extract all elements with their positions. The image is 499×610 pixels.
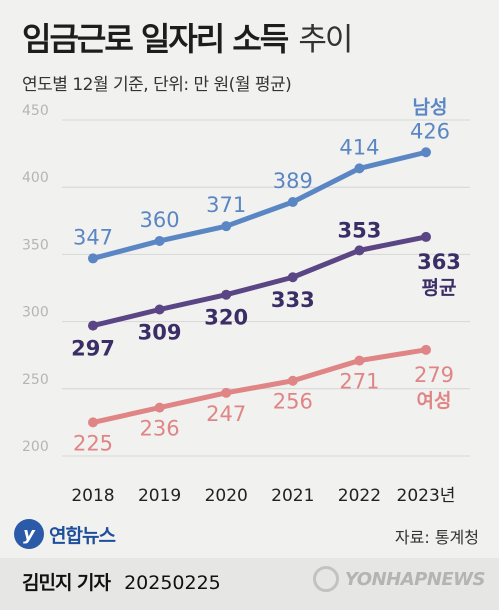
data-label: 426 bbox=[410, 119, 450, 143]
yonhap-logo: y 연합뉴스 bbox=[14, 519, 116, 549]
x-tick-labels: 2018 2019 2020 2021 2022 2023년 bbox=[71, 486, 455, 506]
data-point bbox=[287, 272, 298, 283]
y-tick-label: 250 bbox=[22, 372, 49, 388]
watermark-text: YONHAPNEWS bbox=[344, 568, 486, 590]
data-label: 247 bbox=[206, 402, 246, 426]
x-tick-label: 2019 bbox=[138, 486, 181, 506]
data-label: 414 bbox=[339, 135, 379, 159]
y-tick-labels: 200 250 300 350 400 450 bbox=[22, 103, 49, 455]
data-label: 353 bbox=[337, 218, 381, 242]
data-label: 297 bbox=[71, 337, 115, 361]
data-point bbox=[88, 253, 98, 264]
x-tick-label: 2020 bbox=[205, 486, 248, 506]
series-line-1 bbox=[90, 234, 429, 329]
data-point bbox=[221, 289, 232, 300]
data-label: 371 bbox=[206, 193, 246, 217]
data-label: 347 bbox=[73, 225, 113, 249]
yonhap-logo-text: 연합뉴스 bbox=[49, 524, 116, 547]
series-line-0 bbox=[90, 149, 429, 261]
data-point bbox=[154, 402, 165, 413]
data-point bbox=[421, 147, 431, 158]
y-tick-label: 200 bbox=[22, 439, 49, 455]
watermark: YONHAPNEWS bbox=[312, 566, 486, 592]
watermark-ring-icon bbox=[312, 566, 339, 592]
series-name-label: 남성 bbox=[413, 96, 448, 118]
source-note: 자료: 통계청 bbox=[394, 528, 479, 547]
data-point bbox=[154, 304, 165, 315]
series-line-2 bbox=[90, 347, 429, 425]
x-tick-label: 2022 bbox=[338, 486, 381, 506]
data-points bbox=[88, 147, 431, 428]
x-tick-label: 2023년 bbox=[397, 486, 456, 506]
series-lines bbox=[90, 149, 429, 425]
data-label: 309 bbox=[138, 321, 182, 345]
data-point bbox=[287, 375, 298, 386]
y-tick-label: 450 bbox=[22, 103, 49, 119]
chart-subtitle: 연도별 12월 기준, 단위: 만 원(월 평균) bbox=[22, 75, 292, 95]
y-tick-label: 300 bbox=[22, 305, 49, 321]
data-label: 225 bbox=[73, 431, 113, 455]
chart-title: 임금근로 일자리 소득 추이 bbox=[22, 14, 353, 60]
y-tick-label: 400 bbox=[22, 170, 49, 186]
chart-title-suffix: 추이 bbox=[298, 22, 353, 58]
data-labels: 347 360 371 389 414 426 297 309 320 333 353 363 225 2… bbox=[71, 119, 461, 455]
data-point bbox=[354, 245, 365, 256]
yonhap-logo-mark-icon: y bbox=[14, 519, 44, 549]
byline: 김민지 기자 20250225 bbox=[22, 568, 221, 595]
author-name: 김민지 기자 bbox=[22, 572, 111, 594]
data-label: 271 bbox=[339, 370, 379, 394]
data-label: 363 bbox=[417, 250, 461, 274]
data-point bbox=[88, 320, 98, 331]
data-point bbox=[287, 196, 298, 207]
data-point bbox=[421, 344, 431, 355]
publish-date: 20250225 bbox=[124, 572, 221, 594]
y-tick-label: 350 bbox=[22, 237, 49, 253]
data-point bbox=[221, 387, 232, 398]
data-point bbox=[354, 163, 365, 174]
data-label: 279 bbox=[414, 363, 454, 387]
line-chart: 200 250 300 350 400 450 347 360 371 389 414 426 297… bbox=[22, 96, 470, 506]
series-name-label: 여성 bbox=[417, 390, 452, 412]
data-point bbox=[88, 417, 98, 428]
footer-bar bbox=[0, 558, 499, 610]
data-label: 256 bbox=[273, 390, 313, 414]
x-tick-label: 2018 bbox=[71, 486, 114, 506]
data-point bbox=[154, 235, 165, 246]
data-label: 389 bbox=[273, 169, 313, 193]
data-point bbox=[421, 231, 431, 242]
data-label: 320 bbox=[204, 306, 248, 330]
data-label: 333 bbox=[271, 288, 315, 312]
data-point bbox=[221, 221, 232, 232]
chart-title-main: 임금근로 일자리 소득 bbox=[22, 20, 289, 58]
grid-layer bbox=[62, 119, 470, 457]
series-name-label: 평균 bbox=[422, 277, 457, 299]
x-tick-label: 2021 bbox=[271, 486, 314, 506]
data-label: 236 bbox=[140, 417, 180, 441]
data-label: 360 bbox=[140, 208, 180, 232]
data-point bbox=[354, 355, 365, 366]
